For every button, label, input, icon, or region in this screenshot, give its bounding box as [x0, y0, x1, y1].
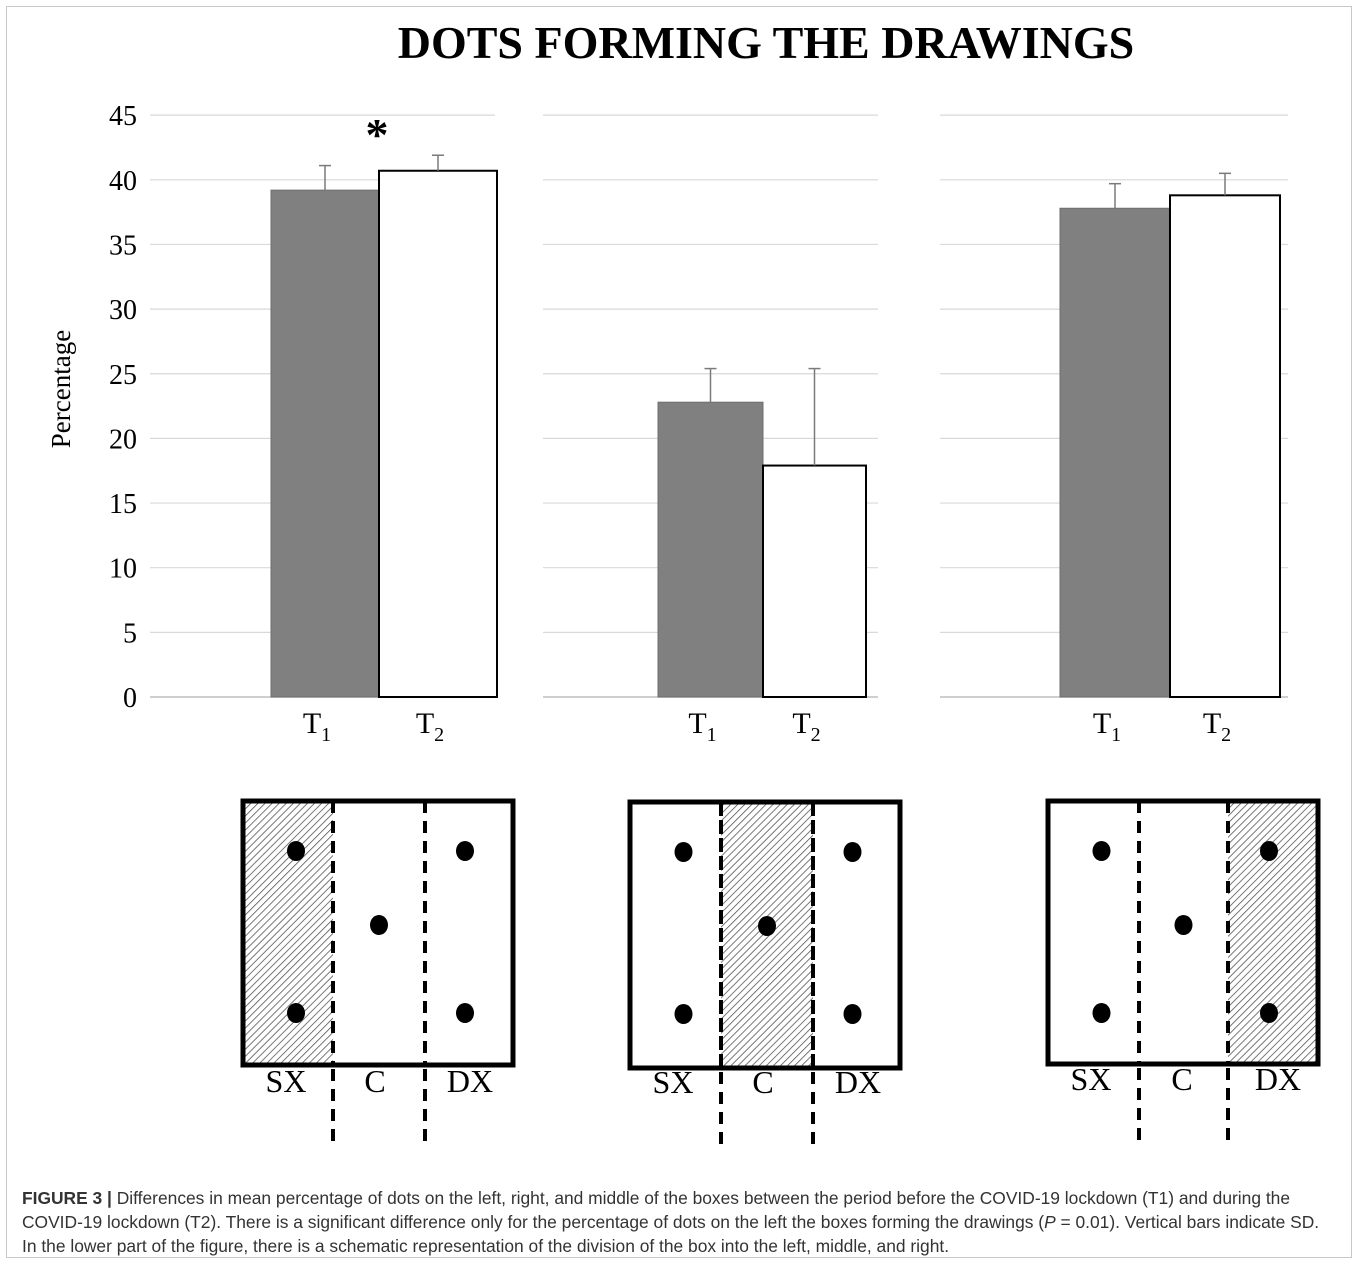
schematic-2-label-SX: SX [653, 1064, 694, 1100]
y-tick-label: 30 [109, 295, 137, 326]
schematic-2-dot-2 [674, 1004, 693, 1024]
schematic-3-dot-4 [1260, 841, 1278, 861]
figure-caption: FIGURE 3 | Differences in mean percentag… [22, 1186, 1332, 1258]
bar-panel1-T1 [270, 189, 380, 698]
y-tick-label: 20 [109, 424, 137, 455]
bar-panel3-T1 [1059, 207, 1171, 698]
bar-panel1-T2 [378, 169, 498, 698]
x-tick-label: T1 [1093, 707, 1121, 746]
schematic-2-label-DX: DX [835, 1064, 881, 1100]
schematic-3-label-DX: DX [1255, 1061, 1301, 1097]
schematic-2-box [627, 799, 903, 1071]
caption-text-after: = 0.01). Vertical bars indicate SD. In t… [22, 1212, 1320, 1256]
schematic-1-dot-4 [456, 841, 474, 861]
schematic-1-box [240, 798, 516, 1068]
x-tick-label: T2 [792, 707, 820, 746]
bar-panel2-T2 [762, 464, 867, 699]
schematic-1-dot-2 [287, 1003, 305, 1023]
y-tick-labels: 0 5 10 15 20 25 30 35 40 45 [109, 101, 137, 714]
y-tick-label: 5 [123, 618, 137, 649]
y-axis-label: Percentage [46, 330, 76, 448]
schematic-1-label-C: C [364, 1063, 385, 1099]
chart: DOTS FORMING THE DRAWINGS Percentage 0 5 1… [46, 17, 1321, 1150]
schematic-2-dot-5 [843, 1004, 862, 1024]
y-tick-label: 10 [109, 554, 137, 585]
caption-p-symbol: P [1044, 1212, 1056, 1232]
bar-panel3-T2 [1169, 194, 1281, 698]
schematic-2-dot-3 [758, 916, 776, 936]
y-tick-label: 40 [109, 166, 137, 197]
schematic-3-label-SX: SX [1071, 1061, 1112, 1097]
bars: * [270, 109, 1281, 699]
schematic-3-dot-3 [1174, 915, 1193, 935]
schematic-1-dot-3 [370, 915, 388, 935]
significance-asterisk: * [366, 109, 389, 160]
caption-text-before: Differences in mean percentage of dots o… [22, 1188, 1291, 1232]
chart-title: DOTS FORMING THE DRAWINGS [398, 17, 1135, 68]
schematic-1-label-DX: DX [447, 1063, 493, 1099]
y-tick-label: 45 [109, 101, 137, 132]
schematics: SX C DX SX C DX SX C DX [240, 798, 1321, 1150]
bar-panel2-T1 [657, 401, 764, 698]
schematic-3-dot-1 [1092, 841, 1111, 861]
schematic-1-dot-1 [287, 841, 305, 861]
schematic-1-highlight-SX [243, 801, 333, 1065]
schematic-1-label-SX: SX [266, 1063, 307, 1099]
x-tick-label: T2 [416, 707, 444, 746]
schematic-2-label-C: C [752, 1064, 773, 1100]
x-tick-labels: T1 T2 T1 T2 T1 T2 [303, 707, 1231, 746]
y-tick-label: 15 [109, 489, 137, 520]
y-tick-label: 35 [109, 230, 137, 261]
caption-label: FIGURE 3 | [22, 1188, 112, 1208]
x-tick-label: T1 [688, 707, 716, 746]
schematic-2-dot-4 [843, 842, 862, 862]
y-tick-label: 0 [123, 683, 137, 714]
schematic-3-dot-5 [1260, 1003, 1278, 1023]
schematic-3-dot-2 [1092, 1003, 1111, 1023]
schematic-2-dot-1 [674, 842, 693, 862]
schematic-3-highlight-DX [1228, 801, 1318, 1064]
schematic-3-label-C: C [1171, 1061, 1192, 1097]
x-tick-label: T1 [303, 707, 331, 746]
schematic-3-box [1045, 798, 1321, 1067]
x-tick-label: T2 [1203, 707, 1231, 746]
y-tick-label: 25 [109, 360, 137, 391]
schematic-1-dot-5 [456, 1003, 474, 1023]
